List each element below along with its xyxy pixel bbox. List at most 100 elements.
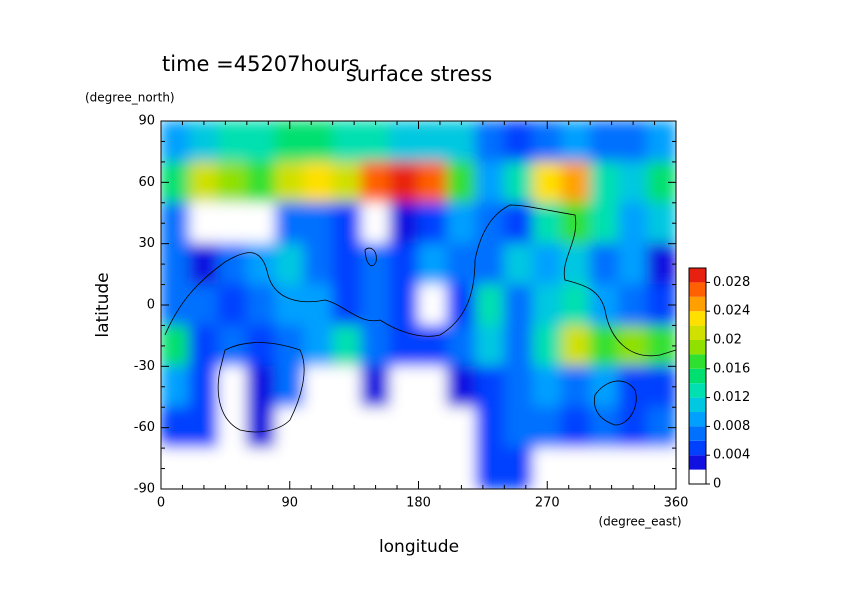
field-cell bbox=[532, 284, 563, 326]
x-unit: (degree_east) bbox=[598, 515, 681, 529]
field-cell bbox=[303, 406, 334, 449]
field-cell bbox=[618, 406, 648, 449]
field-cell bbox=[303, 324, 334, 367]
colorbar-swatch bbox=[689, 412, 706, 427]
chart-title: surface stress bbox=[346, 62, 492, 86]
field-cell bbox=[360, 161, 391, 204]
field-cell bbox=[646, 324, 676, 367]
colorbar-frame bbox=[688, 267, 707, 485]
field-cell bbox=[217, 365, 248, 408]
field-cell bbox=[475, 406, 505, 449]
field-cell bbox=[332, 121, 362, 163]
field-cell bbox=[618, 447, 648, 489]
field-cell bbox=[246, 121, 276, 163]
field-cell bbox=[532, 243, 563, 286]
field-cell bbox=[418, 284, 448, 326]
field-cell bbox=[503, 324, 534, 367]
field-cell bbox=[246, 202, 276, 245]
x-tick-label: 0 bbox=[157, 496, 165, 511]
field-cell bbox=[475, 284, 505, 326]
colorbar-swatch bbox=[689, 325, 706, 340]
field-cell bbox=[561, 121, 591, 163]
field-cell bbox=[446, 406, 477, 449]
field-cell bbox=[360, 284, 391, 326]
field-cell bbox=[418, 406, 448, 449]
field-cell bbox=[246, 447, 276, 489]
field-cell bbox=[332, 243, 362, 286]
field-cell bbox=[475, 324, 505, 367]
field-cell bbox=[475, 447, 505, 489]
field-cell bbox=[475, 121, 505, 163]
colorbar-tick-label: 0.004 bbox=[713, 448, 750, 463]
field-cell bbox=[589, 406, 620, 449]
colorbar-tick-label: 0.016 bbox=[713, 361, 750, 376]
field-cell bbox=[418, 202, 448, 245]
field-cell bbox=[189, 202, 219, 245]
field-cell bbox=[389, 365, 419, 408]
field-cell bbox=[446, 447, 477, 489]
field-cell bbox=[389, 447, 419, 489]
field-cell bbox=[418, 365, 448, 408]
field-cell bbox=[503, 202, 534, 245]
field-cell bbox=[360, 121, 391, 163]
field-cell bbox=[274, 202, 305, 245]
field-cell bbox=[389, 161, 419, 204]
field-cell bbox=[360, 324, 391, 367]
field-cell bbox=[446, 324, 477, 367]
field-cell bbox=[646, 447, 676, 489]
field-cell bbox=[360, 365, 391, 408]
time-label: time =45207hours bbox=[162, 52, 360, 76]
field-cell bbox=[246, 365, 276, 408]
field-cell bbox=[303, 202, 334, 245]
field-cell bbox=[418, 447, 448, 489]
field bbox=[161, 121, 676, 489]
x-tick-label: 90 bbox=[281, 496, 298, 511]
field-cell bbox=[589, 243, 620, 286]
field-cell bbox=[189, 365, 219, 408]
field-cell bbox=[561, 284, 591, 326]
field-cell bbox=[446, 243, 477, 286]
field-cell bbox=[589, 284, 620, 326]
colorbar-tick-label: 0.012 bbox=[713, 390, 750, 405]
field-cell bbox=[389, 324, 419, 367]
field-cell bbox=[389, 121, 419, 163]
field-cell bbox=[561, 161, 591, 204]
colorbar-swatch bbox=[689, 340, 706, 355]
field-cell bbox=[217, 406, 248, 449]
field-cell bbox=[618, 121, 648, 163]
colorbar-swatch bbox=[689, 455, 706, 470]
field-cell bbox=[332, 365, 362, 408]
field-cell bbox=[589, 121, 620, 163]
field-cell bbox=[561, 406, 591, 449]
field-cell bbox=[646, 121, 676, 163]
field-cell bbox=[246, 324, 276, 367]
field-cell bbox=[360, 243, 391, 286]
field-cell bbox=[332, 161, 362, 204]
colorbar-swatch bbox=[689, 397, 706, 412]
field-cell bbox=[189, 121, 219, 163]
y-tick-label: 0 bbox=[147, 298, 155, 313]
field-cell bbox=[503, 243, 534, 286]
colorbar-swatch bbox=[689, 368, 706, 384]
colorbar-tick-label: 0.008 bbox=[713, 419, 750, 434]
field-cell bbox=[189, 406, 219, 449]
field-cell bbox=[246, 284, 276, 326]
field-cell bbox=[475, 365, 505, 408]
colorbar-tick-label: 0.024 bbox=[713, 304, 750, 319]
field-cell bbox=[332, 324, 362, 367]
field-cell bbox=[475, 243, 505, 286]
field-cell bbox=[274, 284, 305, 326]
field-cell bbox=[161, 243, 191, 286]
field-cell bbox=[217, 121, 248, 163]
field-cell bbox=[161, 365, 191, 408]
field-cell bbox=[646, 202, 676, 245]
field-cell bbox=[303, 121, 334, 163]
field-cell bbox=[389, 284, 419, 326]
field-cell bbox=[532, 406, 563, 449]
field-cell bbox=[418, 121, 448, 163]
field-cell bbox=[217, 284, 248, 326]
field-cell bbox=[475, 161, 505, 204]
field-cell bbox=[246, 161, 276, 204]
field-cell bbox=[646, 365, 676, 408]
y-tick-label: -90 bbox=[134, 482, 155, 497]
